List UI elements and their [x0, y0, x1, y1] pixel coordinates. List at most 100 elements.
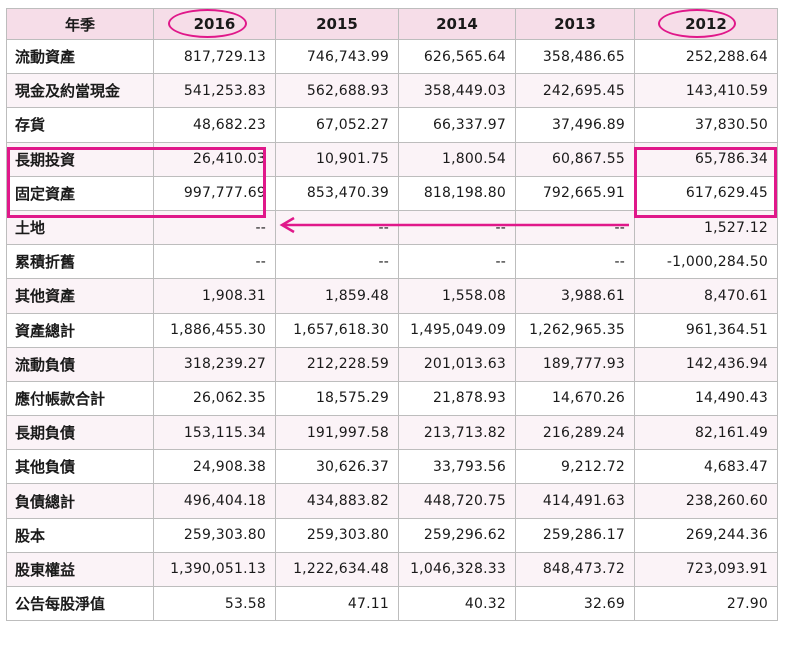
value-cell: 4,683.47	[634, 449, 778, 485]
row-label: 存貨	[6, 107, 154, 143]
row-label: 流動負債	[6, 346, 154, 382]
value-cell: 1,262,965.35	[515, 312, 635, 348]
table-row: 流動資產 817,729.13 746,743.99 626,565.64 358,48…	[6, 38, 778, 75]
row-label: 累積折舊	[6, 244, 154, 280]
highlight-oval-2012	[658, 9, 736, 38]
value-cell: 67,052.27	[275, 107, 399, 143]
value-cell: 448,720.75	[398, 483, 516, 519]
value-cell: --	[275, 244, 399, 280]
value-cell: 153,115.34	[153, 415, 276, 451]
value-cell: --	[515, 244, 635, 280]
table-row: 股本 259,303.80 259,303.80 259,296.62 259,286.…	[6, 517, 778, 553]
row-label: 公告每股淨值	[6, 585, 154, 622]
value-cell: 9,212.72	[515, 449, 635, 485]
table-row: 股東權益 1,390,051.13 1,222,634.48 1,046,328.33…	[6, 551, 778, 588]
table-row: 現金及約當現金 541,253.83 562,688.93 358,449.03 242…	[6, 73, 778, 109]
value-cell: 1,800.54	[398, 141, 516, 177]
value-cell: 1,495,049.09	[398, 312, 516, 348]
value-cell: 259,303.80	[153, 517, 276, 553]
value-cell: 3,988.61	[515, 278, 635, 314]
value-cell: 848,473.72	[515, 551, 635, 588]
value-cell: 14,490.43	[634, 380, 778, 417]
value-cell: 60,867.55	[515, 141, 635, 177]
table-row: 存貨 48,682.23 67,052.27 66,337.97 37,496.89 37…	[6, 107, 778, 143]
table-row: 固定資產 997,777.69 853,470.39 818,198.80 792,66…	[6, 175, 778, 211]
row-label: 資產總計	[6, 312, 154, 348]
value-cell: 617,629.45	[634, 175, 778, 211]
value-cell: 24,908.38	[153, 449, 276, 485]
value-cell: 53.58	[153, 585, 276, 622]
value-cell: 33,793.56	[398, 449, 516, 485]
value-cell: 414,491.63	[515, 483, 635, 519]
value-cell: 252,288.64	[634, 38, 778, 75]
table-row: 公告每股淨值 53.58 47.11 40.32 32.69 27.90	[6, 585, 778, 622]
table-body: 流動資產 817,729.13 746,743.99 626,565.64 358,48…	[6, 38, 778, 622]
balance-sheet-table: 年季 2016 2015 2014 2013 2012 流動資產 817,729.…	[6, 8, 778, 622]
table-row: 累積折舊 -- -- -- -- -1,000,284.50	[6, 244, 778, 280]
value-cell: 358,486.65	[515, 38, 635, 75]
value-cell: 40.32	[398, 585, 516, 622]
value-cell: 191,997.58	[275, 415, 399, 451]
value-cell: 143,410.59	[634, 73, 778, 109]
row-label: 現金及約當現金	[6, 73, 154, 109]
highlight-box-2016-rows	[7, 147, 266, 218]
header-cell-2015: 2015	[275, 8, 399, 40]
financial-table-container: 年季 2016 2015 2014 2013 2012 流動資產 817,729.…	[6, 8, 778, 622]
header-cell-2014: 2014	[398, 8, 516, 40]
value-cell: 8,470.61	[634, 278, 778, 314]
value-cell: 212,228.59	[275, 346, 399, 382]
value-cell: 37,496.89	[515, 107, 635, 143]
table-row: 長期負債 153,115.34 191,997.58 213,713.82 216,28…	[6, 415, 778, 451]
value-cell: 269,244.36	[634, 517, 778, 553]
value-cell: 434,883.82	[275, 483, 399, 519]
value-cell: 14,670.26	[515, 380, 635, 417]
value-cell: 259,296.62	[398, 517, 516, 553]
value-cell: --	[153, 244, 276, 280]
value-cell: 47.11	[275, 585, 399, 622]
value-cell: 142,436.94	[634, 346, 778, 382]
arrow-left-icon	[279, 216, 629, 234]
row-label: 其他資產	[6, 278, 154, 314]
value-cell: 792,665.91	[515, 175, 635, 211]
value-cell: 259,286.17	[515, 517, 635, 553]
value-cell: 32.69	[515, 585, 635, 622]
value-cell: 541,253.83	[153, 73, 276, 109]
value-cell: 21,878.93	[398, 380, 516, 417]
value-cell: 358,449.03	[398, 73, 516, 109]
row-label: 其他負債	[6, 449, 154, 485]
value-cell: 723,093.91	[634, 551, 778, 588]
value-cell: 66,337.97	[398, 107, 516, 143]
row-label: 流動資產	[6, 38, 154, 75]
table-row: 流動負債 318,239.27 212,228.59 201,013.63 189,77…	[6, 346, 778, 382]
value-cell: 201,013.63	[398, 346, 516, 382]
value-cell: 1,908.31	[153, 278, 276, 314]
value-cell: 82,161.49	[634, 415, 778, 451]
value-cell: 746,743.99	[275, 38, 399, 75]
value-cell: 48,682.23	[153, 107, 276, 143]
value-cell: 1,558.08	[398, 278, 516, 314]
value-cell: 1,859.48	[275, 278, 399, 314]
value-cell: 562,688.93	[275, 73, 399, 109]
row-label: 長期負債	[6, 415, 154, 451]
value-cell: --	[398, 244, 516, 280]
value-cell: 259,303.80	[275, 517, 399, 553]
table-row: 應付帳款合計 26,062.35 18,575.29 21,878.93 14,670.…	[6, 380, 778, 417]
value-cell: 997,777.69	[153, 175, 276, 211]
table-row: 資產總計 1,886,455.30 1,657,618.30 1,495,049.09…	[6, 312, 778, 348]
value-cell: 1,390,051.13	[153, 551, 276, 588]
highlight-box-2012-rows	[634, 147, 777, 218]
value-cell: 818,198.80	[398, 175, 516, 211]
row-label: 股本	[6, 517, 154, 553]
value-cell: 189,777.93	[515, 346, 635, 382]
value-cell: 853,470.39	[275, 175, 399, 211]
value-cell: 18,575.29	[275, 380, 399, 417]
value-cell: 238,260.60	[634, 483, 778, 519]
value-cell: 626,565.64	[398, 38, 516, 75]
value-cell: 242,695.45	[515, 73, 635, 109]
value-cell: 30,626.37	[275, 449, 399, 485]
value-cell: 26,062.35	[153, 380, 276, 417]
header-cell-2013: 2013	[515, 8, 635, 40]
value-cell: 216,289.24	[515, 415, 635, 451]
value-cell: 961,364.51	[634, 312, 778, 348]
value-cell: --	[275, 209, 399, 246]
